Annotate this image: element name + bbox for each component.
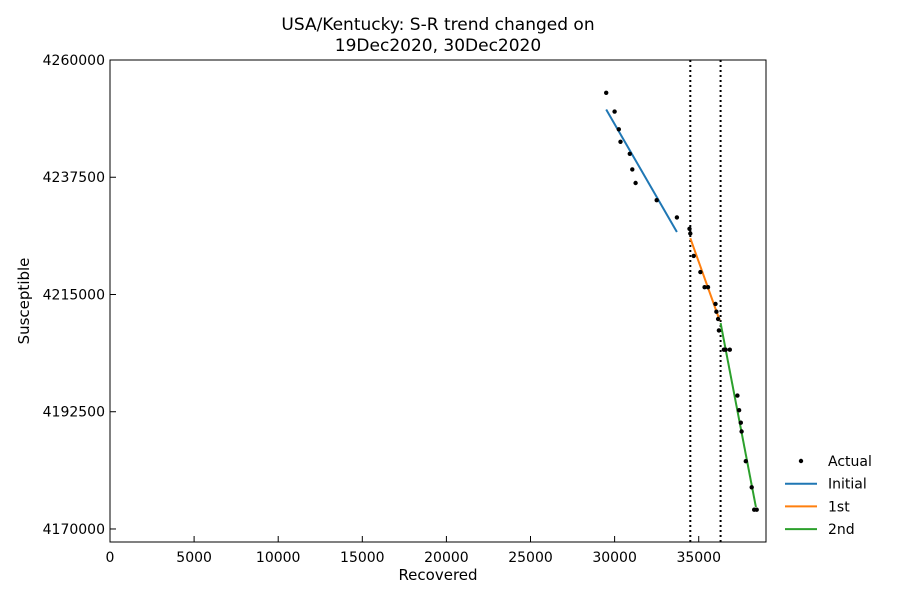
data-point: [739, 429, 744, 434]
y-tick-label: 4260000: [43, 53, 105, 69]
legend-label-1st: 1st: [828, 499, 850, 515]
plot-area: [604, 60, 759, 542]
data-point: [714, 309, 719, 314]
data-point: [674, 215, 680, 220]
x-tick-label: 0: [106, 550, 115, 566]
data-point: [736, 408, 742, 413]
chart-title-line1: USA/Kentucky: S-R trend changed on: [281, 15, 594, 35]
series-line-2nd: [719, 322, 757, 508]
series-line-1st: [689, 237, 721, 321]
y-tick-label: 4170000: [43, 522, 105, 538]
y-axis-label: Susceptible: [15, 258, 33, 345]
data-point: [691, 253, 696, 259]
x-tick-label: 10000: [256, 550, 301, 566]
data-point: [716, 328, 722, 333]
data-point: [630, 167, 635, 172]
data-point: [612, 109, 617, 114]
legend-label-2nd: 2nd: [828, 522, 855, 538]
x-axis-ticks: 0 5000 10000 15000 20000 25000 30000 35000: [106, 536, 721, 566]
data-point: [702, 285, 707, 290]
x-tick-label: 30000: [592, 550, 637, 566]
data-point: [705, 285, 711, 290]
data-point: [715, 316, 721, 322]
legend-marker-actual: [798, 458, 804, 464]
data-point: [616, 127, 621, 132]
x-tick-label: 5000: [176, 550, 212, 566]
data-point: [687, 226, 692, 231]
data-point: [735, 393, 740, 398]
y-tick-label: 4215000: [43, 287, 105, 303]
data-point: [604, 90, 609, 96]
data-point: [754, 507, 759, 512]
data-point: [713, 301, 718, 307]
data-point: [688, 231, 693, 236]
x-tick-label: 20000: [424, 550, 469, 566]
plot-frame: [109, 59, 767, 543]
x-tick-label: 25000: [508, 550, 553, 566]
legend: Actual Initial 1st 2nd: [785, 454, 872, 538]
y-tick-label: 4237500: [43, 170, 105, 186]
data-point: [727, 347, 732, 352]
data-point: [698, 269, 703, 275]
x-tick-label: 15000: [340, 550, 385, 566]
x-axis-label: Recovered: [398, 566, 477, 584]
chart-title-line2: 19Dec2020, 30Dec2020: [335, 36, 541, 56]
y-tick-label: 4192500: [43, 405, 105, 421]
data-point: [749, 485, 754, 490]
legend-label-actual: Actual: [828, 454, 872, 470]
data-point: [723, 347, 728, 352]
data-point: [633, 180, 638, 186]
data-point: [743, 459, 748, 464]
data-point: [627, 151, 632, 156]
y-axis-ticks: 4170000 4192500 4215000 4237500 4260000: [43, 53, 116, 538]
x-tick-label: 35000: [676, 550, 721, 566]
data-point: [738, 420, 743, 425]
legend-label-initial: Initial: [828, 477, 867, 493]
data-point: [654, 198, 659, 203]
series-line-initial: [605, 109, 678, 233]
data-point: [618, 139, 623, 144]
